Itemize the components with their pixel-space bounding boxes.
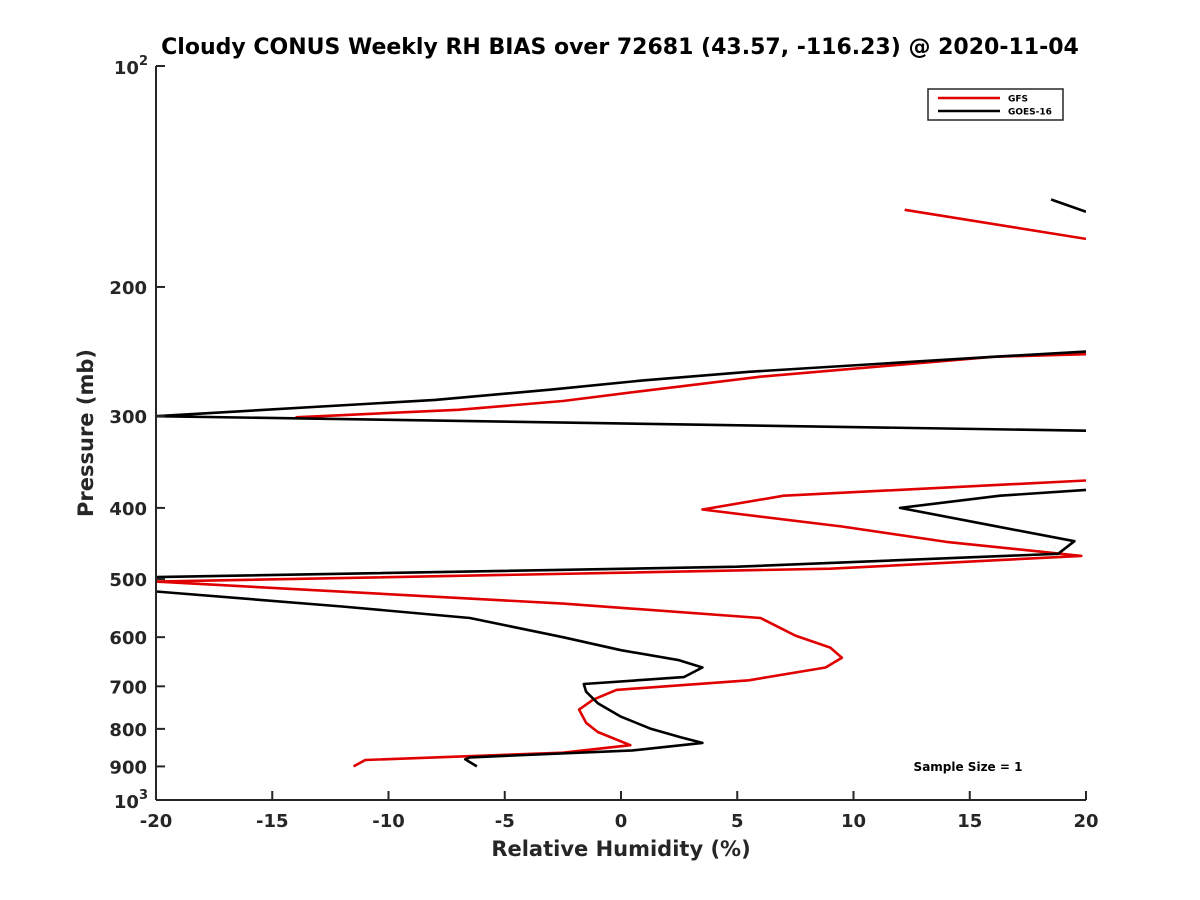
series-line-goes-16-0 xyxy=(1050,198,1086,214)
chart-title: Cloudy CONUS Weekly RH BIAS over 72681 (… xyxy=(161,35,1079,60)
legend-box xyxy=(927,88,1064,121)
y-tick-label-power: 103 xyxy=(114,788,148,813)
series-line-gfs-0 xyxy=(904,208,1086,241)
series-line-gfs-1 xyxy=(295,352,1086,419)
series-layer xyxy=(156,198,1086,768)
y-tick-label: 200 xyxy=(109,278,147,299)
legend-label: GOES-16 xyxy=(1008,108,1052,118)
series-line-gfs-2 xyxy=(156,479,1086,583)
series-line-goes-16-4 xyxy=(156,590,704,768)
series-line-gfs-3 xyxy=(156,580,844,768)
y-tick-label: 800 xyxy=(109,720,147,741)
x-tick-label: -15 xyxy=(256,811,289,832)
sample-size-annotation: Sample Size = 1 xyxy=(914,760,1023,774)
y-tick-label: 600 xyxy=(109,628,147,649)
x-tick-label: 5 xyxy=(731,811,744,832)
legend-label: GFS xyxy=(1008,95,1028,105)
y-tick-label: 500 xyxy=(109,570,147,591)
x-tick-label: -5 xyxy=(495,811,515,832)
x-tick-label: 0 xyxy=(615,811,628,832)
x-tick-label: -10 xyxy=(372,811,405,832)
y-axis-label: Pressure (mb) xyxy=(74,349,98,517)
x-tick-label: 10 xyxy=(841,811,866,832)
series-line-goes-16-3 xyxy=(156,488,1086,579)
series-line-goes-16-1 xyxy=(156,350,1086,418)
legend: GFS GOES-16 xyxy=(927,88,1064,121)
y-tick-label: 700 xyxy=(109,677,147,698)
x-tick-label: -20 xyxy=(140,811,173,832)
y-tick-label: 300 xyxy=(109,407,147,428)
y-tick-label: 400 xyxy=(109,499,147,520)
ticks-layer: -20 -15 -10 -5 0 5 10 15 20 200 300 400 500 600 700 800… xyxy=(109,54,1098,832)
x-tick-label: 15 xyxy=(957,811,982,832)
x-tick-label: 20 xyxy=(1073,811,1098,832)
y-tick-label-power: 102 xyxy=(114,54,148,79)
series-line-goes-16-2 xyxy=(156,414,1086,432)
x-axis-label: Relative Humidity (%) xyxy=(491,837,750,861)
y-tick-label: 900 xyxy=(109,757,147,778)
